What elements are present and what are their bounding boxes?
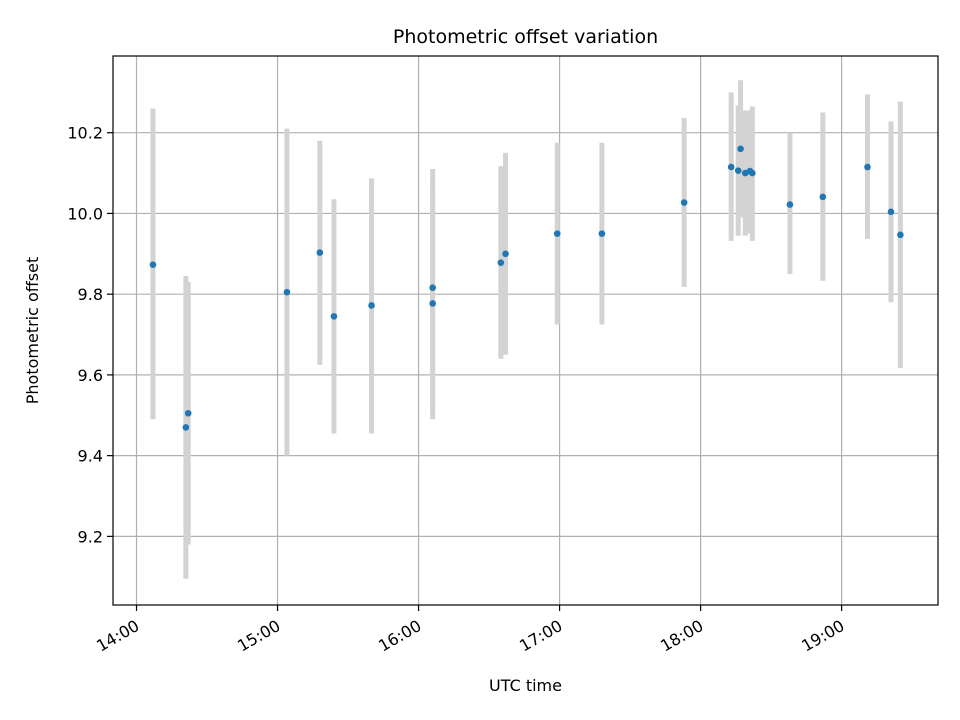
axes-frame: [112, 55, 939, 606]
data-point: [316, 249, 324, 256]
y-tick-label: 10.0: [67, 204, 103, 223]
data-point: [184, 409, 192, 417]
data-point: [182, 424, 190, 431]
data-point: [429, 284, 436, 292]
chart-title: Photometric offset variation: [393, 26, 658, 48]
data-point: [497, 259, 505, 266]
data-point: [819, 193, 827, 201]
data-point: [897, 231, 904, 239]
data-point: [553, 230, 561, 237]
data-point: [368, 302, 375, 309]
y-tick-label: 10.2: [67, 124, 103, 143]
y-tick-label: 9.2: [78, 527, 103, 546]
data-point: [737, 145, 744, 153]
data-point: [283, 288, 291, 296]
data-point: [680, 199, 688, 206]
grid-lines: [113, 56, 938, 605]
y-tick-label: 9.6: [78, 366, 103, 385]
y-axis-ticks: 9.2 9.4 9.6 9.8 10.0 10.2: [67, 124, 113, 546]
data-point: [149, 261, 157, 269]
data-point: [887, 208, 895, 216]
data-points: [149, 145, 904, 431]
data-point: [749, 169, 756, 177]
data-point: [727, 163, 735, 171]
y-tick-label: 9.4: [78, 447, 103, 466]
y-tick-label: 9.8: [78, 285, 103, 304]
data-point: [864, 163, 871, 171]
data-point: [786, 201, 794, 208]
data-point: [429, 300, 436, 307]
data-point: [330, 313, 338, 320]
y-axis-label: Photometric offset: [23, 257, 42, 405]
data-point: [502, 250, 509, 258]
data-point: [734, 167, 742, 174]
data-point: [598, 230, 606, 237]
x-axis-label: UTC time: [489, 676, 562, 695]
